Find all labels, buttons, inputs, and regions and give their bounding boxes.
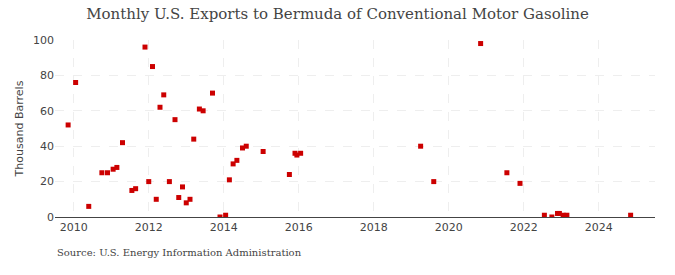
svg-text:100: 100 [33, 34, 54, 47]
svg-text:2018: 2018 [360, 221, 388, 234]
svg-text:2012: 2012 [135, 221, 163, 234]
svg-text:2022: 2022 [510, 221, 538, 234]
svg-text:Source: U.S. Energy Informatio: Source: U.S. Energy Information Administ… [57, 247, 302, 258]
svg-text:Monthly U.S. Exports to Bermud: Monthly U.S. Exports to Bermuda of Conve… [86, 5, 589, 23]
svg-text:20: 20 [40, 175, 54, 188]
svg-text:0: 0 [47, 211, 54, 224]
svg-text:2016: 2016 [285, 221, 313, 234]
svg-text:2014: 2014 [210, 221, 238, 234]
svg-text:40: 40 [40, 140, 54, 153]
svg-text:2020: 2020 [435, 221, 463, 234]
svg-text:Thousand Barrels: Thousand Barrels [13, 80, 26, 177]
svg-text:60: 60 [40, 105, 54, 118]
svg-text:80: 80 [40, 69, 54, 82]
svg-text:2024: 2024 [585, 221, 613, 234]
svg-text:2010: 2010 [60, 221, 88, 234]
